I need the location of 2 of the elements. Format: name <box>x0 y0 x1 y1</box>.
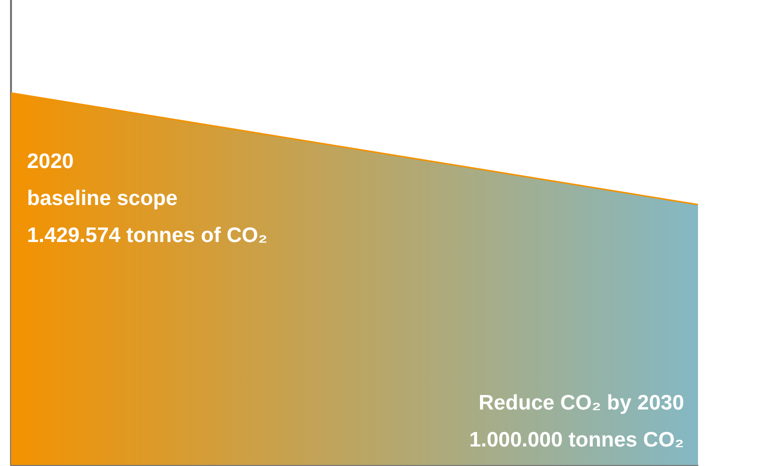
annotation: Reduce CO₂ by 2030 1.000.000 tonnes CO₂ <box>469 392 684 452</box>
annotation: 2020 baseline scope 1.429.574 tonnes of CO₂ <box>27 150 268 247</box>
